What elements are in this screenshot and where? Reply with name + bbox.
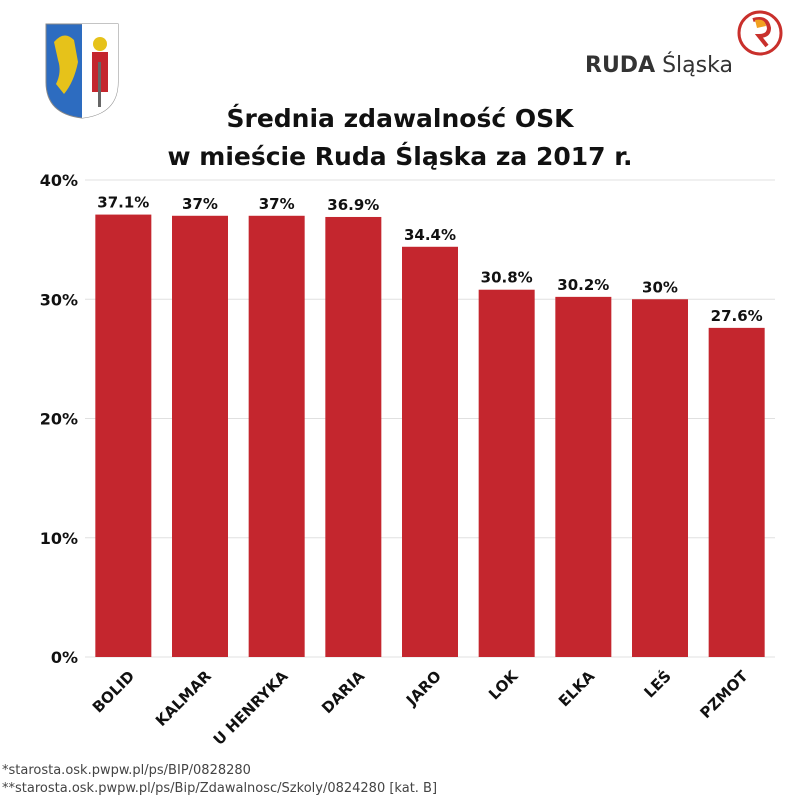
- y-tick-label: 10%: [40, 529, 78, 548]
- data-label: 30%: [642, 278, 678, 296]
- data-label: 37%: [259, 195, 295, 213]
- bar: [632, 299, 688, 657]
- y-tick-label: 20%: [40, 410, 78, 429]
- bar-chart: 0% 10% 20% 30% 40% 37.1% BOLID 37% KALMAR 37% U HE…: [40, 171, 775, 749]
- x-tick-label: KALMAR: [152, 667, 215, 730]
- bar: [248, 215, 305, 657]
- x-tick-label: LOK: [485, 666, 522, 703]
- y-tick-label: 0%: [51, 648, 78, 667]
- bar: [402, 246, 458, 657]
- bar: [555, 296, 612, 657]
- data-label: 36.9%: [327, 196, 379, 214]
- logo-ruda: RUDA: [585, 53, 656, 78]
- ruda-logo-mark-icon: [737, 10, 783, 56]
- data-label: 37%: [182, 195, 218, 213]
- bar: [172, 215, 228, 657]
- data-label: 30.8%: [481, 269, 533, 287]
- bar: [478, 289, 535, 657]
- y-tick-label: 40%: [40, 171, 78, 190]
- chart-title: Średnia zdawalność OSK w mieście Ruda Śl…: [0, 100, 800, 176]
- x-tick-label: LEŚ: [640, 666, 675, 701]
- footnote-2: **starosta.osk.pwpw.pl/ps/Bip/Zdawalnosc…: [2, 781, 438, 796]
- bar: [708, 327, 765, 657]
- logo-slaska: Śląska: [662, 53, 733, 78]
- x-tick-label: ELKA: [555, 667, 598, 710]
- x-tick-label: JARO: [402, 667, 445, 710]
- title-line-2: w mieście Ruda Śląska za 2017 r.: [167, 142, 633, 171]
- x-tick-label: DARIA: [318, 667, 368, 717]
- footnote-1: *starosta.osk.pwpw.pl/ps/BIP/0828280: [2, 763, 251, 778]
- x-tick-label: BOLID: [89, 667, 138, 716]
- y-tick-label: 30%: [40, 290, 78, 309]
- ruda-slaska-logo: RUDA Śląska: [585, 8, 795, 83]
- coat-of-arms-logo: [45, 23, 119, 119]
- data-label: 37.1%: [97, 194, 149, 212]
- bar: [95, 214, 152, 657]
- data-label: 34.4%: [404, 226, 456, 244]
- x-tick-label: PZMOT: [696, 667, 752, 723]
- title-line-1: Średnia zdawalność OSK: [226, 104, 574, 133]
- x-tick-label: U HENRYKA: [210, 667, 292, 749]
- data-label: 30.2%: [557, 276, 609, 294]
- data-label: 27.6%: [711, 307, 763, 325]
- bar: [325, 216, 382, 657]
